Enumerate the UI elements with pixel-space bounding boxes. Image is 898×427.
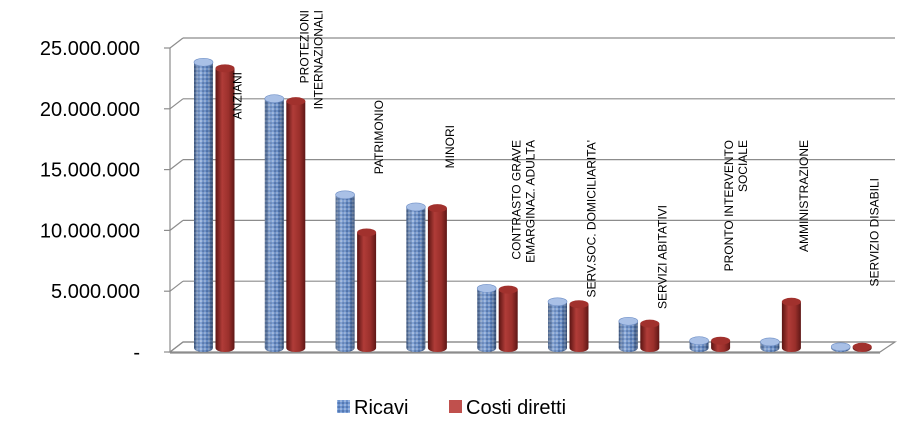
bar-ricavi	[830, 342, 851, 352]
bar-costi-diretti	[215, 64, 235, 352]
category-label: PROTEZIONI	[297, 10, 311, 83]
category-label: ANZIANI	[231, 72, 245, 119]
bar-top	[264, 94, 285, 104]
bar-top	[618, 316, 639, 326]
gridline-depth	[169, 98, 184, 110]
bar-top	[569, 300, 589, 309]
y-tick-label: 5.000.000	[51, 281, 140, 303]
category-label: AMMINISTRAZIONE	[797, 140, 811, 252]
bar-body	[215, 68, 235, 352]
bar-shading	[406, 206, 426, 352]
category-label: SERVIZI ABITATIVI	[655, 205, 669, 309]
bar-top	[498, 285, 518, 294]
bar-body	[569, 304, 589, 352]
category-label: PRONTO INTERVENTO	[722, 140, 736, 271]
gridline-depth	[169, 37, 184, 49]
bar-costi-diretti	[640, 319, 660, 352]
y-tick-label: -	[133, 342, 140, 364]
gridline-depth	[169, 280, 184, 292]
legend-item-ricavi: Ricavi	[337, 397, 408, 419]
bar-shading	[548, 301, 567, 352]
bar-shading	[194, 62, 213, 353]
bar-top	[830, 342, 851, 352]
legend-label-costi-diretti: Costi diretti	[466, 397, 566, 419]
legend-swatch-ricavi	[337, 400, 350, 413]
bar-top	[689, 336, 709, 346]
gridline-depth	[169, 219, 184, 231]
category-label: INTERNAZIONALI	[311, 10, 325, 109]
bars	[193, 57, 872, 353]
y-tick-labels: - 5.000.000 10.000.000 15.000.000 20.000.000…	[40, 38, 140, 364]
category-label: PATRIMONIO	[372, 100, 386, 174]
bar-top	[357, 228, 377, 237]
category-label: MINORI	[443, 125, 457, 168]
y-tick-label: 25.000.000	[40, 38, 140, 60]
bar-top	[547, 297, 568, 307]
bar-top	[852, 342, 872, 351]
category-labels: ANZIANI PROTEZIONI INTERNAZIONALI PATRIMONI…	[231, 10, 882, 309]
axes	[164, 47, 897, 354]
bar-ricavi	[547, 297, 568, 352]
bar-top	[711, 336, 731, 345]
bar-costi-diretti	[711, 336, 731, 352]
bar-ricavi	[476, 284, 497, 352]
category-label: SERVIZIO DISABILI	[868, 178, 882, 286]
bar-top	[193, 57, 214, 67]
category-label: CONTRASTO GRAVE	[510, 140, 524, 260]
bar-ricavi	[193, 57, 214, 353]
bar-ricavi	[618, 316, 639, 352]
y-tick-label: 20.000.000	[40, 99, 140, 121]
bar-shading	[477, 288, 497, 352]
bar-costi-diretti	[852, 342, 872, 352]
bar-costi-diretti	[498, 285, 518, 352]
bar-top	[760, 337, 780, 347]
bar-ricavi	[406, 202, 426, 352]
legend-label-ricavi: Ricavi	[354, 397, 408, 419]
bar-body	[498, 289, 518, 352]
bar-shading	[618, 321, 638, 352]
bar-top	[406, 202, 426, 212]
bar-top	[427, 204, 447, 213]
bar-ricavi	[689, 336, 709, 352]
gridline-depth	[169, 159, 184, 171]
legend-item-costi-diretti: Costi diretti	[449, 397, 566, 419]
bar-body	[427, 208, 447, 352]
category-label: SOCIALE	[736, 140, 750, 192]
bar-shading	[335, 194, 355, 352]
bar-ricavi	[335, 190, 355, 352]
bar-costi-diretti	[781, 297, 801, 352]
category-label: SERV.SOC. DOMICILIARITA'	[585, 140, 599, 297]
bar-top	[781, 297, 801, 306]
bar-body	[640, 323, 660, 352]
bar-top	[215, 64, 235, 73]
bar-costi-diretti	[357, 228, 377, 352]
y-tick-label: 10.000.000	[40, 220, 140, 242]
bar-costi-diretti	[286, 97, 306, 352]
bar-top	[640, 319, 660, 328]
legend: Ricavi Costi diretti	[337, 397, 566, 419]
bar-top	[286, 97, 306, 106]
chart-floor	[168, 341, 897, 353]
legend-swatch-costi-diretti	[449, 400, 462, 413]
bar-ricavi	[760, 337, 780, 352]
bar-costi-diretti	[427, 204, 447, 352]
bar-body	[357, 232, 377, 352]
category-label: EMARGINAZ. ADULTA	[524, 140, 538, 263]
bar-top	[335, 190, 355, 200]
bar-shading	[264, 98, 284, 352]
y-tick-label: 15.000.000	[40, 160, 140, 182]
bar-body	[286, 101, 306, 352]
bar-costi-diretti	[569, 300, 589, 352]
bar-ricavi	[264, 94, 285, 352]
bar-body	[781, 301, 801, 352]
bar-top	[476, 284, 497, 293]
